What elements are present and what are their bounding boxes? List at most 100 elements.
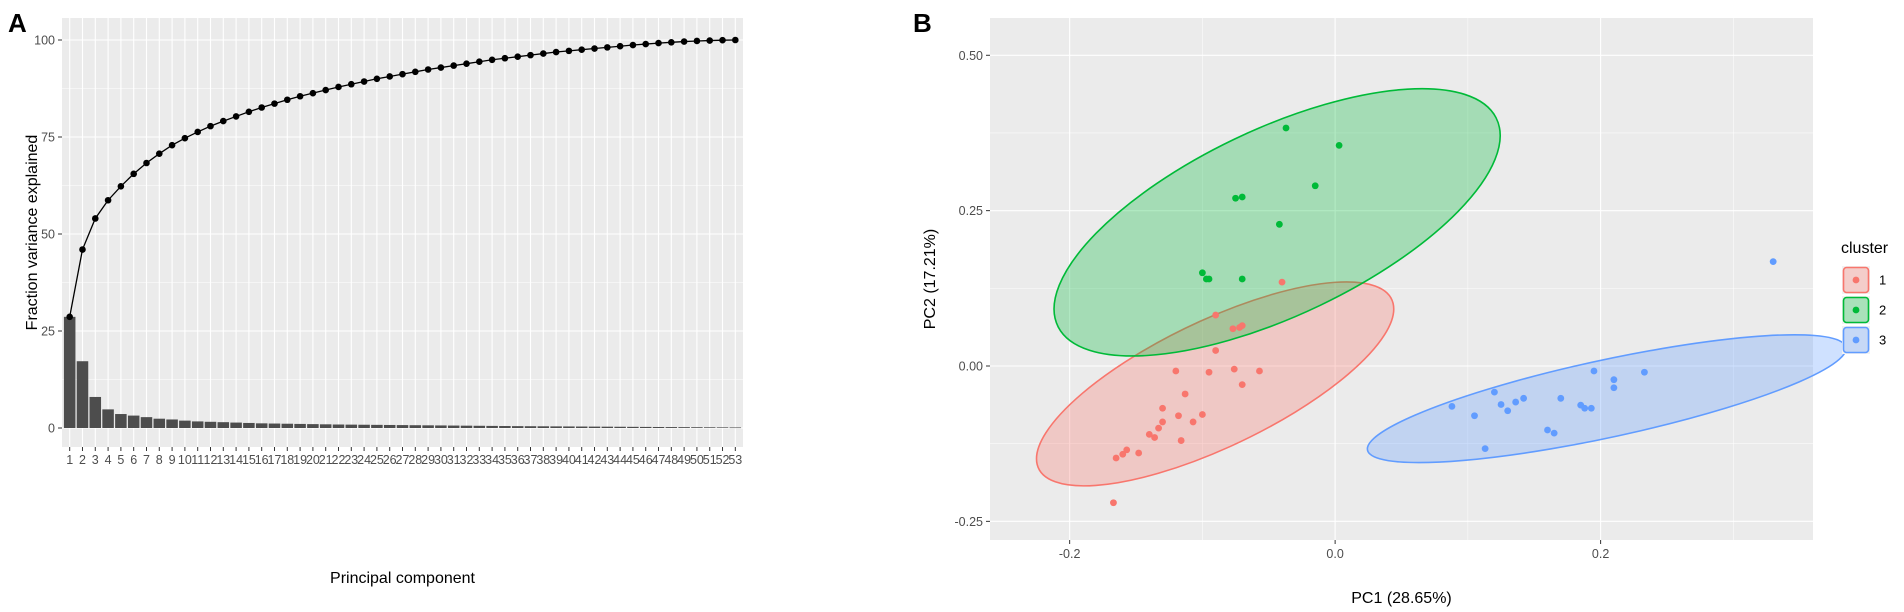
- variance-bar: [652, 426, 665, 428]
- y-tick-label: 0.50: [959, 49, 983, 63]
- legend-key-point-cluster-2: [1852, 306, 1860, 314]
- y-tick-label: -0.25: [955, 515, 984, 529]
- x-tick-label: 42: [588, 453, 602, 467]
- legend-key-point-cluster-1: [1852, 276, 1860, 284]
- cluster-2-point: [1282, 124, 1290, 132]
- variance-bar: [575, 426, 588, 428]
- cumulative-variance-point: [271, 100, 278, 107]
- cluster-3-point: [1557, 394, 1565, 402]
- cluster-1-point: [1212, 311, 1220, 319]
- x-tick-label: 21: [319, 453, 333, 467]
- variance-bar: [627, 426, 639, 428]
- cumulative-variance-point: [117, 182, 125, 190]
- x-tick-label: 3: [92, 453, 99, 467]
- panel-b-minor-gridlines: [990, 18, 1813, 540]
- cumulative-variance-point: [207, 122, 214, 130]
- cluster-1-point: [1230, 365, 1238, 373]
- panel-b-cluster-ellipses: [969, 56, 1878, 511]
- x-tick-label: 23: [344, 453, 358, 467]
- cumulative-variance-point: [501, 54, 509, 62]
- panel-b-x-axis: -0.2 0.0 0.2: [1059, 540, 1609, 561]
- variance-bar: [511, 426, 524, 428]
- cluster-3-point: [1544, 426, 1551, 434]
- cluster-3-point: [1610, 376, 1618, 384]
- x-tick-label: 48: [664, 453, 678, 467]
- variance-bar: [89, 396, 102, 428]
- cluster-1-point: [1159, 418, 1166, 426]
- variance-bar: [435, 425, 447, 428]
- cluster-2-point: [1198, 269, 1206, 277]
- cumulative-variance-point: [104, 196, 112, 204]
- cluster-3-point: [1491, 388, 1498, 396]
- cumulative-variance-point: [168, 141, 176, 149]
- cumulative-variance-point: [373, 75, 381, 83]
- cluster-1-point: [1123, 446, 1131, 454]
- cluster-1-point: [1212, 347, 1220, 354]
- variance-bar: [102, 409, 114, 428]
- cluster-1-point: [1155, 424, 1162, 432]
- variance-bar: [268, 423, 281, 428]
- variance-bar: [358, 424, 370, 428]
- variance-bar: [729, 427, 742, 429]
- x-tick-label: 20: [306, 453, 320, 467]
- x-tick-label: 39: [549, 453, 563, 467]
- cluster-3-point: [1610, 384, 1618, 392]
- cluster-1-point: [1205, 368, 1213, 376]
- cumulative-variance-point: [91, 215, 99, 222]
- variance-bar: [486, 425, 498, 428]
- cluster-1-point: [1145, 430, 1153, 438]
- panel-a-y-axis-title: Fraction variance explained: [24, 135, 41, 331]
- cumulative-variance-point: [476, 58, 483, 66]
- x-tick-label: 9: [169, 453, 176, 467]
- cluster-2-point: [1238, 193, 1246, 201]
- variance-bar: [115, 414, 127, 428]
- variance-bar: [127, 415, 140, 428]
- x-tick-label: 44: [613, 453, 627, 467]
- x-tick-label: 45: [626, 453, 640, 467]
- x-tick-label: 30: [434, 453, 448, 467]
- panel-a-x-axis-title: Principal component: [330, 570, 476, 587]
- cluster-3-point: [1504, 407, 1512, 415]
- panel-a-letter: A: [8, 8, 27, 38]
- variance-bar: [191, 421, 204, 428]
- cluster-3-point: [1769, 258, 1777, 265]
- x-tick-label: 24: [357, 453, 371, 467]
- cluster-2-point: [1238, 275, 1246, 283]
- variance-bar: [703, 427, 716, 428]
- x-tick-label: 25: [370, 453, 384, 467]
- cumulative-variance-point: [347, 80, 355, 88]
- cluster-1-point: [1151, 434, 1158, 441]
- y-tick-label: 0.00: [959, 360, 983, 374]
- variance-bar: [179, 420, 191, 428]
- cumulative-variance-point: [655, 39, 662, 47]
- x-tick-label: 50: [690, 453, 704, 467]
- x-tick-label: 19: [293, 453, 307, 467]
- panel-b-y-axis-title: PC2 (17.21%): [922, 229, 939, 330]
- variance-bar: [678, 427, 690, 428]
- cluster-1-point: [1238, 322, 1246, 330]
- cumulative-variance-point: [79, 246, 86, 253]
- cumulative-variance-point: [578, 46, 586, 53]
- cluster-2-point: [1232, 194, 1239, 202]
- cumulative-variance-point: [360, 78, 368, 85]
- panel-a-cumulative-points: [66, 36, 739, 321]
- cumulative-variance-point: [335, 83, 342, 91]
- cumulative-variance-point: [514, 53, 522, 60]
- x-tick-label: 53: [728, 453, 742, 467]
- x-tick-label: 0.2: [1592, 547, 1609, 561]
- variance-bar: [499, 426, 511, 428]
- x-tick-label: 31: [447, 453, 461, 467]
- x-tick-label: 49: [677, 453, 691, 467]
- panel-b-legend: cluster 1 2 3: [1841, 240, 1889, 354]
- cumulative-variance-point: [155, 150, 163, 157]
- cumulative-variance-point: [412, 68, 419, 76]
- cumulative-variance-point: [232, 113, 240, 120]
- variance-bar: [63, 316, 76, 428]
- cumulative-variance-point: [450, 62, 458, 69]
- variance-bar: [563, 426, 575, 428]
- cluster-3-point: [1550, 429, 1558, 437]
- cluster-3-point: [1497, 401, 1505, 408]
- cumulative-variance-point: [424, 66, 432, 73]
- x-tick-label: 0.0: [1326, 547, 1343, 561]
- panel-a-y-axis: 0 25 50 75 100: [34, 34, 62, 436]
